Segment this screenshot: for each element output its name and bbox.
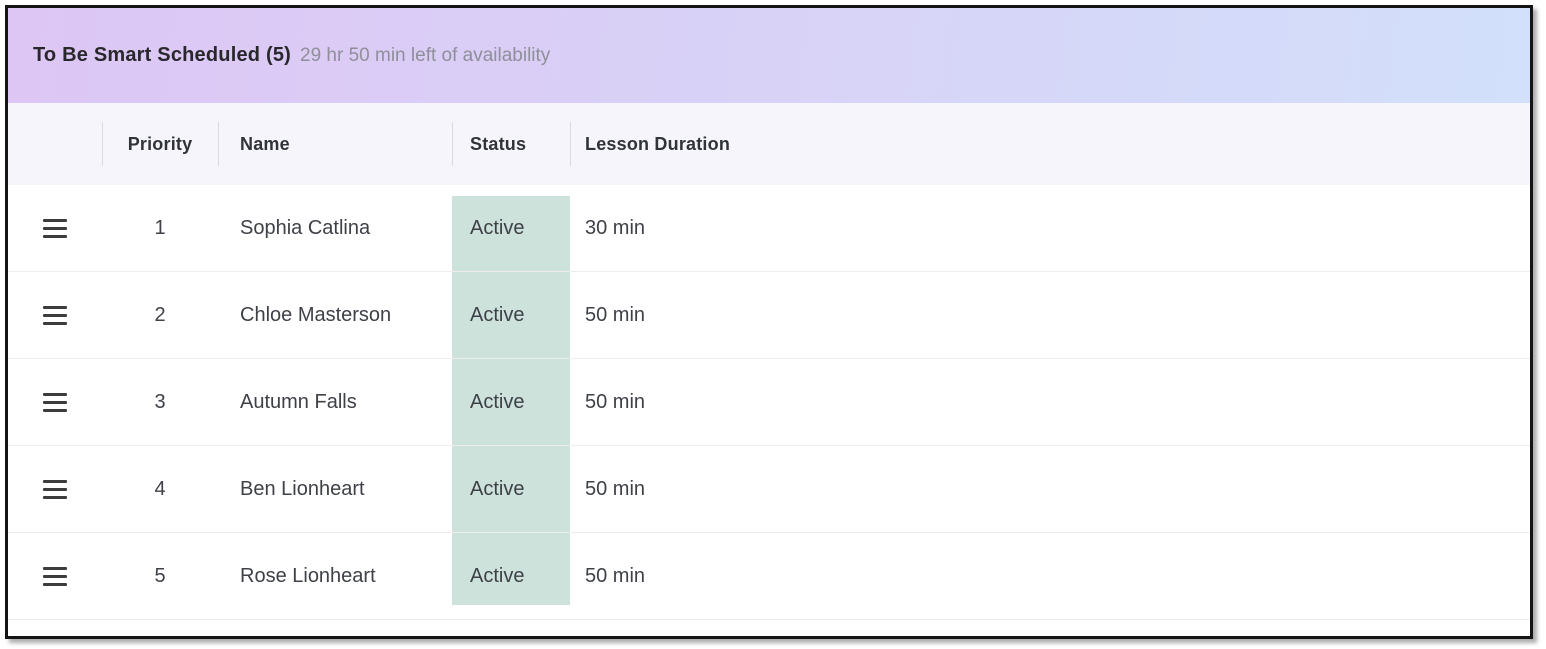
priority-cell: 1 — [154, 216, 166, 239]
smart-schedule-panel: To Be Smart Scheduled (5) 29 hr 50 min l… — [5, 5, 1533, 639]
lesson-duration-cell: 50 min — [585, 477, 646, 500]
table-header-row: Priority Name Status Lesson Duration — [8, 103, 1530, 185]
table-row: 1 Sophia Catlina Active 30 min — [8, 185, 1530, 272]
status-cell: Active — [470, 564, 525, 587]
table-row: 2 Chloe Masterson Active 50 min — [8, 272, 1530, 359]
table-row: 3 Autumn Falls Active 50 min — [8, 359, 1530, 446]
drag-handle-icon[interactable] — [43, 392, 67, 412]
table-row: 4 Ben Lionheart Active 50 min — [8, 446, 1530, 533]
name-cell: Sophia Catlina — [240, 216, 371, 239]
priority-cell: 5 — [154, 564, 166, 587]
priority-cell: 4 — [154, 477, 166, 500]
priority-cell: 3 — [154, 390, 166, 413]
drag-handle[interactable] — [8, 359, 102, 445]
drag-handle[interactable] — [8, 272, 102, 358]
status-cell: Active — [470, 303, 525, 326]
status-column-highlight — [452, 196, 570, 605]
column-header-lesson-duration: Lesson Duration — [570, 103, 1530, 185]
drag-handle-icon[interactable] — [43, 218, 67, 238]
drag-handle-icon[interactable] — [43, 305, 67, 325]
column-header-drag — [8, 103, 102, 185]
drag-handle[interactable] — [8, 446, 102, 532]
availability-remaining-text: 29 hr 50 min left of availability — [300, 44, 551, 66]
panel-title: To Be Smart Scheduled (5) — [33, 44, 292, 66]
drag-handle-icon[interactable] — [43, 479, 67, 499]
drag-handle[interactable] — [8, 533, 102, 619]
column-header-name: Name — [218, 103, 452, 185]
status-cell: Active — [470, 390, 525, 413]
lesson-duration-cell: 50 min — [585, 564, 646, 587]
drag-handle[interactable] — [8, 185, 102, 271]
panel-header: To Be Smart Scheduled (5) 29 hr 50 min l… — [8, 8, 1530, 103]
drag-handle-icon[interactable] — [43, 566, 67, 586]
lesson-duration-cell: 50 min — [585, 303, 646, 326]
column-header-status: Status — [452, 103, 570, 185]
lesson-duration-cell: 30 min — [585, 216, 646, 239]
table-row: 5 Rose Lionheart Active 50 min — [8, 533, 1530, 620]
name-cell: Ben Lionheart — [240, 477, 365, 500]
priority-cell: 2 — [154, 303, 166, 326]
column-header-priority: Priority — [102, 103, 218, 185]
name-cell: Rose Lionheart — [240, 564, 376, 587]
lesson-duration-cell: 50 min — [585, 390, 646, 413]
status-cell: Active — [470, 477, 525, 500]
name-cell: Chloe Masterson — [240, 303, 392, 326]
name-cell: Autumn Falls — [240, 390, 357, 413]
status-cell: Active — [470, 216, 525, 239]
